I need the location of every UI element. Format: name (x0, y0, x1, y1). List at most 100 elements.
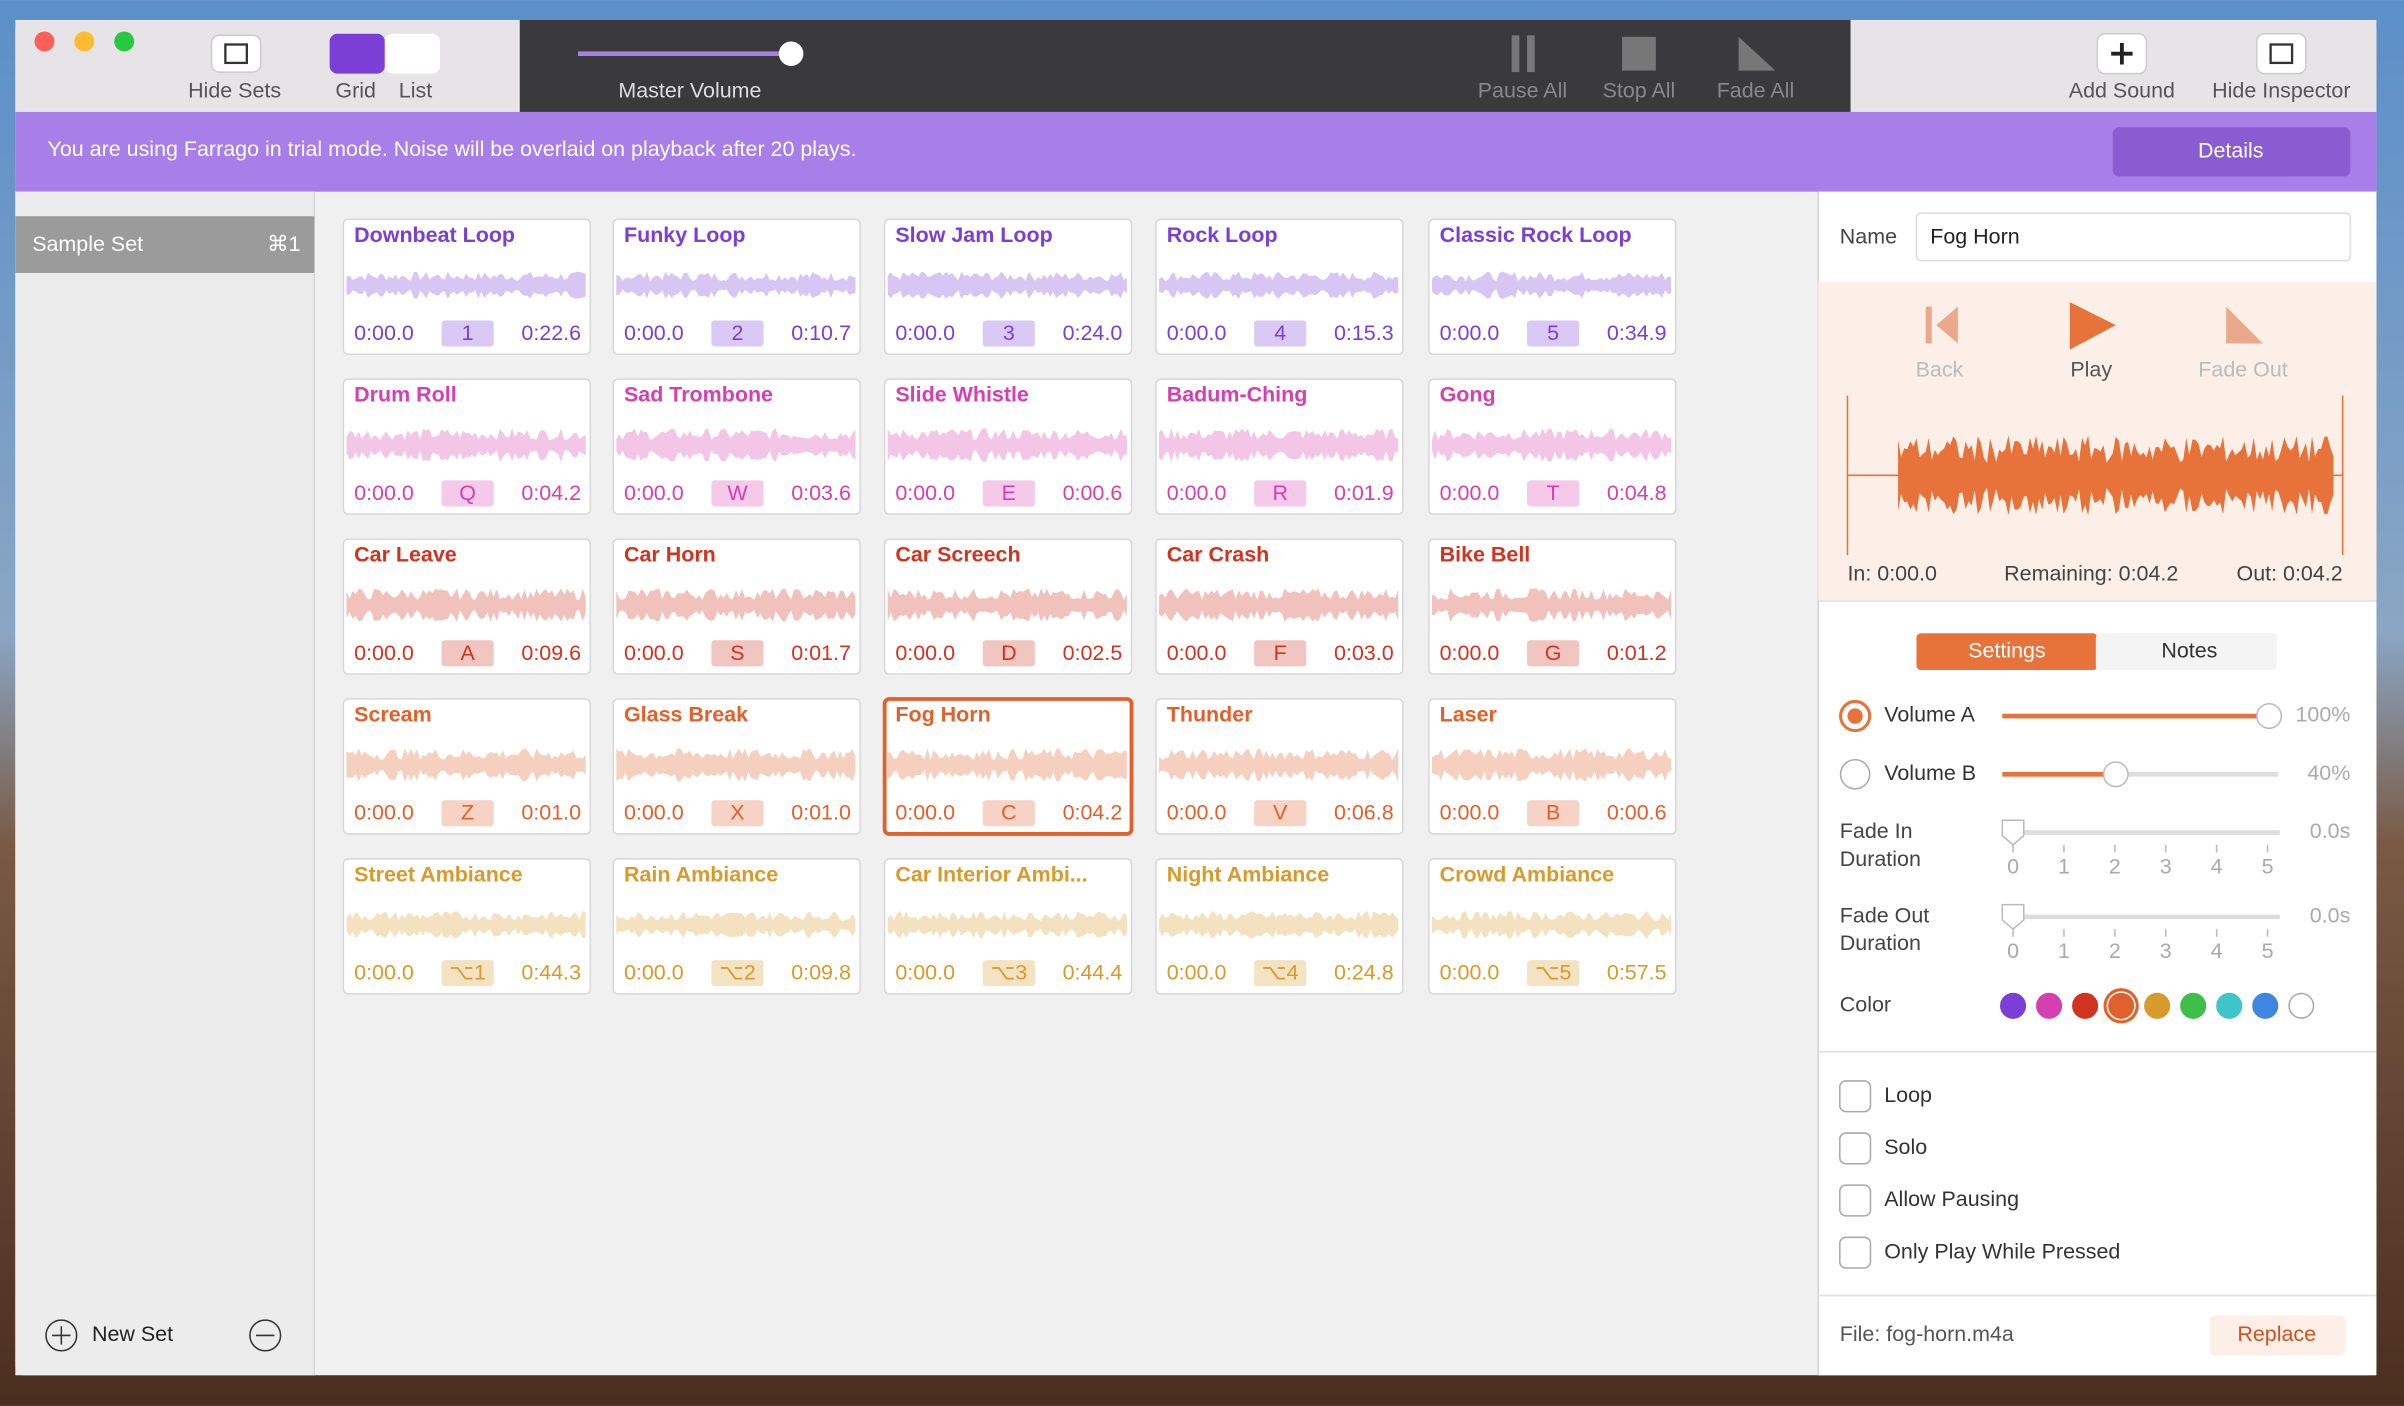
slider-knob[interactable] (2102, 761, 2129, 788)
waveform (1431, 271, 1672, 300)
tile-duration: 0:00.6 (1607, 801, 1667, 825)
stop-icon (1622, 36, 1656, 71)
label: Fade In (1840, 819, 1913, 843)
tile-title: Glass Break (624, 703, 748, 727)
list-button[interactable] (384, 33, 441, 74)
tile-duration: 0:22.6 (521, 321, 581, 345)
radio[interactable] (1839, 758, 1871, 790)
color-swatch[interactable] (2252, 992, 2279, 1019)
label: Hide Sets (188, 79, 281, 103)
waveform (346, 271, 586, 299)
tile-key: A (460, 641, 475, 665)
slider-knob[interactable] (2256, 702, 2283, 730)
label: 40% (2307, 761, 2350, 785)
waveform (887, 911, 1127, 939)
remove-set-icon[interactable] (249, 1319, 282, 1352)
color-swatch[interactable] (2144, 992, 2171, 1019)
color-swatch[interactable] (2216, 992, 2243, 1019)
key-badge (711, 800, 764, 827)
label[interactable]: Pause All (1478, 79, 1567, 103)
key-badge (1527, 640, 1580, 667)
tile-duration: 0:10.7 (791, 321, 851, 345)
volume-knob[interactable] (778, 41, 804, 66)
key-badge (1527, 800, 1580, 827)
color-swatch[interactable] (2000, 992, 2027, 1019)
checkbox[interactable] (1839, 1184, 1872, 1217)
tile-title: Street Ambiance (354, 862, 523, 886)
tile-start: 0:00.0 (895, 481, 955, 505)
plus (52, 1326, 71, 1345)
plus-icon (2111, 42, 2133, 65)
name-field[interactable] (1915, 212, 2352, 262)
tile-duration: 0:24.0 (1063, 321, 1123, 345)
key-badge (1527, 480, 1580, 507)
tile-start: 0:00.0 (624, 801, 684, 825)
color-swatch[interactable] (2072, 992, 2099, 1019)
tile-start: 0:00.0 (895, 641, 955, 665)
waveform (887, 588, 1127, 622)
key-badge (982, 640, 1035, 667)
back-icon[interactable] (1925, 306, 1958, 344)
label[interactable]: New Set (92, 1322, 173, 1346)
tab[interactable] (1916, 633, 2098, 671)
icon (2269, 43, 2294, 65)
label: In: 0:00.0 (1847, 562, 1937, 586)
waveform (616, 428, 856, 462)
tile-start: 0:00.0 (895, 801, 955, 825)
hide-sets-button[interactable] (210, 34, 262, 73)
key-badge (441, 640, 494, 667)
window-control[interactable] (74, 31, 95, 52)
tile-start: 0:00.0 (624, 961, 684, 985)
tile-key: ⌥4 (1262, 961, 1299, 985)
play-icon[interactable] (2069, 302, 2116, 350)
tile-key: G (1545, 641, 1562, 665)
tab[interactable] (2095, 633, 2277, 671)
tile-duration: 0:03.0 (1334, 641, 1394, 665)
fade-icon[interactable] (2226, 306, 2263, 344)
key-badge (982, 320, 1035, 347)
radio-dot (1847, 708, 1863, 724)
label: 5 (2262, 939, 2274, 963)
checkbox[interactable] (1839, 1080, 1872, 1113)
tile-key: F (1274, 641, 1287, 665)
tile-key: 2 (731, 321, 743, 345)
tile-duration: 0:01.9 (1334, 481, 1394, 505)
label: Volume A (1884, 703, 1975, 727)
waveform (616, 588, 856, 622)
tile-key: S (730, 641, 744, 665)
color-swatch[interactable] (2180, 992, 2207, 1019)
window-control[interactable] (34, 31, 55, 52)
key-badge (441, 320, 494, 347)
color-swatch[interactable] (2036, 992, 2063, 1019)
color-swatch[interactable] (2288, 992, 2315, 1019)
label: 0 (2007, 854, 2019, 878)
key-badge (1254, 800, 1307, 827)
hide-inspector-button[interactable] (2256, 33, 2307, 75)
key-badge (1254, 320, 1307, 347)
slider-knob[interactable] (2001, 903, 2025, 931)
color-ring (2103, 988, 2139, 1024)
set-row[interactable] (15, 216, 315, 273)
window-control[interactable] (114, 31, 135, 52)
tile-title: Rain Ambiance (624, 862, 778, 886)
label: Settings (1968, 638, 2046, 662)
tile-key: B (1546, 801, 1560, 825)
tile-duration: 0:44.3 (521, 961, 581, 985)
tile-start: 0:00.0 (624, 481, 684, 505)
label: Master Volume (618, 79, 761, 103)
color-swatch[interactable] (2108, 992, 2135, 1019)
label[interactable]: Stop All (1603, 79, 1676, 103)
slider-knob[interactable] (2001, 819, 2025, 846)
new-set-icon[interactable] (45, 1319, 78, 1352)
details-button[interactable] (2112, 127, 2351, 177)
label: 0 (2007, 939, 2019, 963)
label: Fade Out (1840, 904, 1929, 928)
grid-button[interactable] (329, 33, 385, 74)
checkbox[interactable] (1839, 1236, 1872, 1269)
replace-button[interactable] (2209, 1315, 2346, 1356)
tile-duration: 0:57.5 (1607, 961, 1667, 985)
waveform (1431, 428, 1672, 462)
waveform (1159, 271, 1399, 299)
checkbox[interactable] (1839, 1132, 1872, 1165)
label[interactable]: Fade All (1717, 79, 1795, 103)
